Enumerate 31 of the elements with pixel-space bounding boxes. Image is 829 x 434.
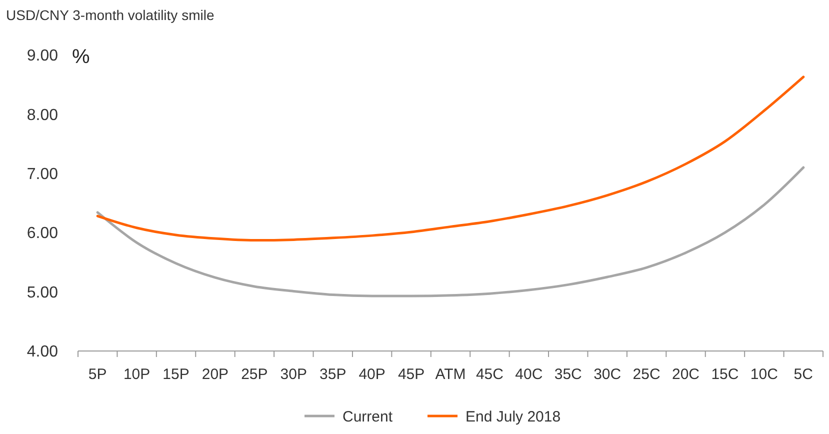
x-tick-label: 15C <box>711 366 739 383</box>
x-tick-label: 35P <box>320 366 346 383</box>
legend-label: Current <box>342 408 394 426</box>
y-axis-title: % <box>72 46 90 68</box>
line-series <box>96 76 805 242</box>
x-tick-label: 10C <box>750 366 778 383</box>
x-tick-label: 5P <box>88 366 107 383</box>
x-tick-label: 20P <box>202 366 229 383</box>
x-tick-label: 10P <box>123 366 150 383</box>
y-tick-label: 6.00 <box>26 225 58 242</box>
x-tick-label: 40C <box>515 366 543 383</box>
x-tick-label: 35C <box>554 366 582 383</box>
chart-title: USD/CNY 3-month volatility smile <box>6 7 214 23</box>
x-tick-label: 25C <box>632 366 660 383</box>
x-tick-label: 15P <box>162 366 190 383</box>
x-tick-label: ATM <box>435 366 466 383</box>
x-tick-label: 40P <box>358 366 386 383</box>
legend-label: End July 2018 <box>466 408 561 426</box>
x-tick-label: 30C <box>594 366 622 383</box>
x-tick-label: 45P <box>398 366 425 383</box>
x-tick-label: 45C <box>476 366 504 383</box>
y-tick-label: 4.00 <box>26 344 58 361</box>
line-series <box>96 166 805 298</box>
x-tick-label: 30P <box>280 366 308 383</box>
x-tick-label: 20C <box>672 366 700 383</box>
x-tick-label: 5C <box>794 366 814 383</box>
y-tick-label: 7.00 <box>26 166 58 183</box>
x-tick-label: 25P <box>241 366 268 383</box>
y-tick-label: 5.00 <box>26 284 58 302</box>
y-tick-label: 9.00 <box>26 48 58 65</box>
y-tick-label: 8.00 <box>26 106 58 124</box>
